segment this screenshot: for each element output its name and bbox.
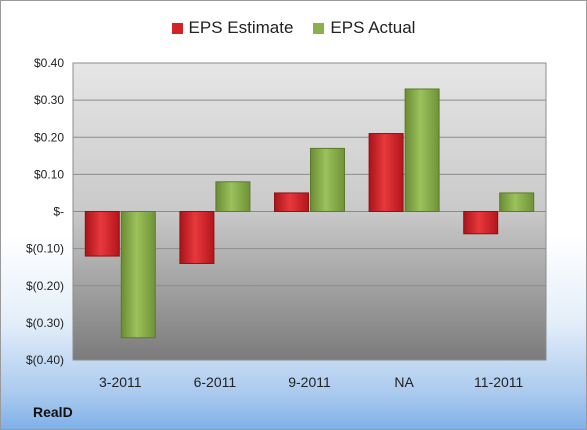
bar-estimate-3-2011 bbox=[84, 211, 120, 257]
bar-estimate-11-2011 bbox=[463, 211, 499, 235]
x-category-label: NA bbox=[394, 374, 414, 390]
y-tick-label: $(0.10) bbox=[26, 242, 64, 256]
y-tick-label: $0.40 bbox=[34, 56, 64, 70]
legend-swatch-actual bbox=[313, 22, 325, 34]
bar-actual-6-2011 bbox=[215, 181, 251, 213]
x-category-label: 3-2011 bbox=[99, 374, 142, 390]
legend-item-estimate: EPS Estimate bbox=[171, 18, 294, 38]
bar-estimate-NA bbox=[368, 133, 404, 213]
x-category-label: 9-2011 bbox=[288, 374, 331, 390]
bar-actual-11-2011 bbox=[499, 192, 535, 212]
bar-actual-9-2011 bbox=[310, 147, 345, 212]
legend-swatch-estimate bbox=[171, 22, 183, 34]
legend-label-estimate: EPS Estimate bbox=[188, 18, 294, 37]
x-category-label: 6-2011 bbox=[194, 374, 237, 390]
company-name: RealD bbox=[33, 404, 73, 420]
bar-actual-3-2011 bbox=[120, 211, 156, 339]
y-tick-label: $(0.20) bbox=[26, 279, 64, 293]
y-tick-label: $(0.30) bbox=[26, 316, 64, 330]
y-tick-label: $(0.40) bbox=[26, 353, 64, 367]
bar-actual-NA bbox=[404, 88, 440, 212]
legend-item-actual: EPS Actual bbox=[313, 18, 415, 38]
y-tick-label: $0.30 bbox=[34, 93, 64, 107]
legend-label-actual: EPS Actual bbox=[330, 18, 416, 37]
y-tick-label: $- bbox=[53, 205, 64, 219]
y-tick-label: $0.20 bbox=[34, 130, 64, 144]
bar-estimate-9-2011 bbox=[274, 192, 309, 212]
x-category-label: 11-2011 bbox=[474, 374, 524, 390]
chart-legend: EPS Estimate EPS Actual bbox=[1, 18, 586, 38]
y-tick-label: $0.10 bbox=[34, 167, 64, 181]
bar-estimate-6-2011 bbox=[179, 211, 215, 264]
